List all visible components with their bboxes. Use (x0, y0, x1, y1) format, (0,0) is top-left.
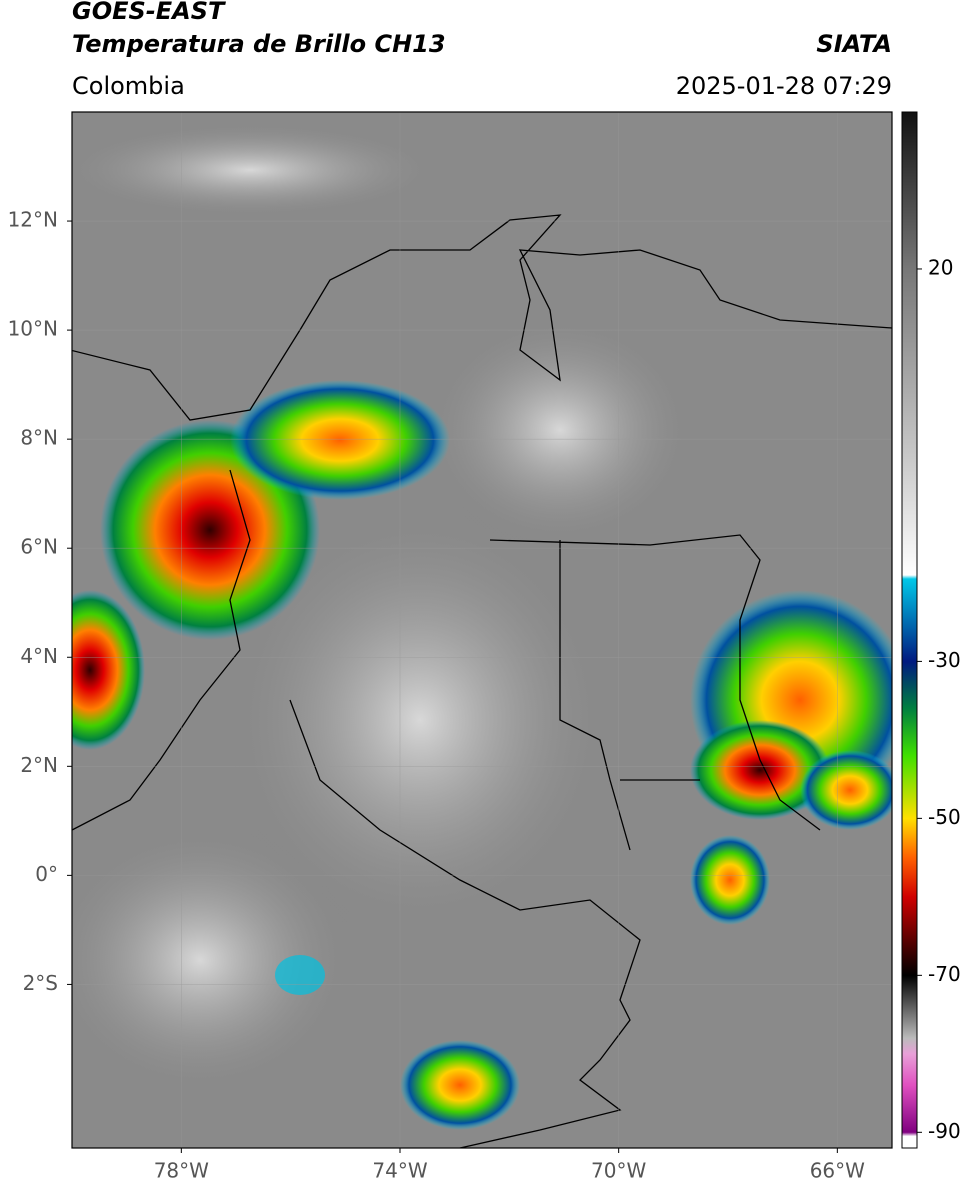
x-tick-label: 70°W (591, 1159, 646, 1183)
region: Colombia (72, 72, 185, 100)
y-tick-label: 12°N (8, 208, 58, 232)
y-tick-label: 8°N (20, 426, 58, 450)
graticule (72, 112, 892, 1148)
borders (72, 214, 892, 1148)
y-tick-label: 4°N (20, 644, 58, 668)
satellite-image (72, 112, 892, 1148)
colorbar-tick-label: -90 (928, 1119, 961, 1143)
x-tick-label: 74°W (372, 1159, 427, 1183)
colorbar-tick-label: -70 (928, 962, 961, 986)
colorbar (901, 111, 918, 1149)
colorbar-tick-label: 20 (928, 255, 953, 279)
source: SIATA (816, 30, 892, 58)
title: GOES-EAST (72, 0, 226, 25)
map-frame (71, 111, 893, 1149)
y-tick-label: 2°S (23, 971, 58, 995)
timestamp: 2025-01-28 07:29 (676, 72, 892, 100)
y-tick-label: 0° (35, 862, 58, 886)
colorbar-tick-label: -30 (928, 648, 961, 672)
y-tick-label: 6°N (20, 535, 58, 559)
y-tick-label: 2°N (20, 753, 58, 777)
y-tick-label: 10°N (8, 317, 58, 341)
x-tick-label: 66°W (810, 1159, 865, 1183)
subtitle: Temperatura de Brillo CH13 (72, 30, 446, 58)
x-tick-label: 78°W (154, 1159, 209, 1183)
colorbar-tick-label: -50 (928, 805, 961, 829)
